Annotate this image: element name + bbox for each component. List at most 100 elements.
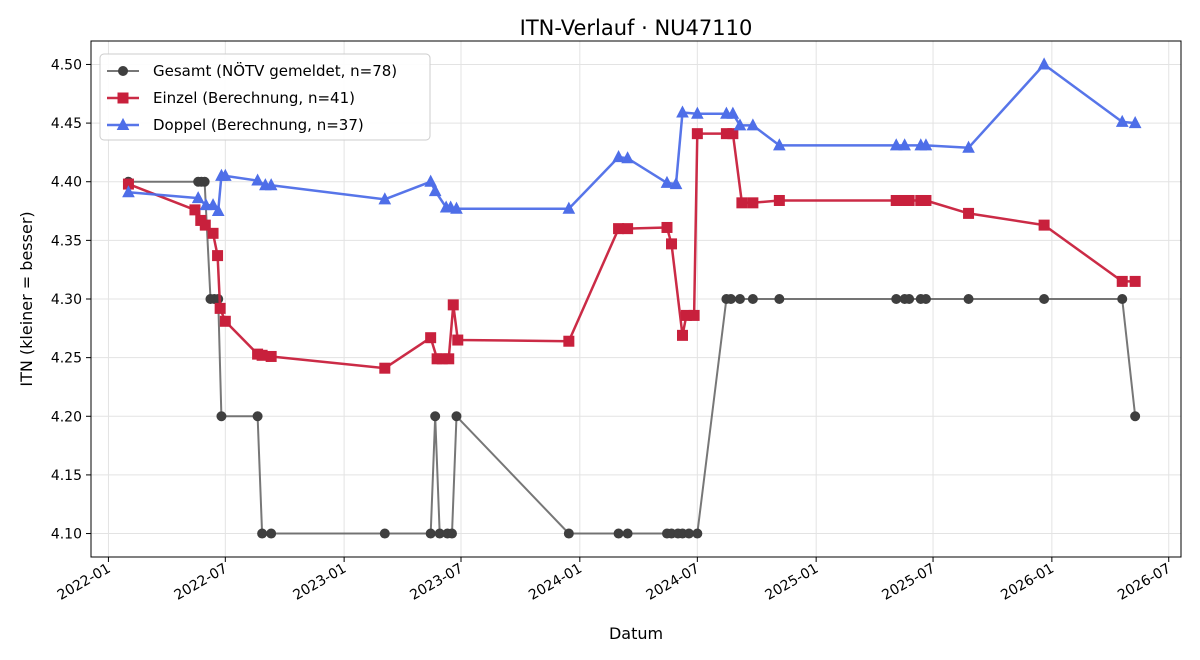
data-point [428,184,442,197]
legend-item: Gesamt (NÖTV gemeldet, n=78) [107,61,397,80]
legend-box [99,53,431,141]
data-point [613,528,624,539]
legend-marker [118,66,128,76]
data-point [252,411,263,422]
data-point [218,168,232,181]
data-point [889,138,903,151]
data-point [452,334,464,346]
data-point [920,294,931,304]
y-tick-label: 4.10 [51,527,82,543]
data-point [219,315,231,327]
data-point [256,349,268,361]
data-point [212,250,224,262]
data-point [891,294,902,304]
data-point [425,332,437,344]
y-axis: 4.10 4.15 4.20 4.25 4.30 4.35 4.40 4.45 4.50 [51,57,91,543]
data-point [379,528,390,539]
data-point [450,201,463,214]
data-point [1129,275,1141,287]
data-point [214,302,226,314]
y-tick-label: 4.25 [51,351,82,367]
data-point [734,294,745,304]
data-point [447,299,459,311]
data-point [251,173,264,186]
data-point [962,140,975,153]
data-point [621,151,634,164]
data-point [692,528,703,539]
y-tick-label: 4.30 [51,292,82,308]
data-point [919,138,933,151]
legend-label: Doppel (Berechnung, n=37) [153,116,364,134]
data-point [563,335,575,347]
data-point [736,197,748,209]
data-point [774,294,785,304]
data-point [425,528,436,539]
data-point [378,192,392,205]
data-point [1128,116,1142,129]
data-point [451,411,462,422]
y-tick-label: 4.15 [51,468,82,484]
data-point [963,207,975,219]
legend-label: Gesamt (NÖTV gemeldet, n=78) [153,61,397,80]
plot-area [122,57,1142,539]
y-tick-label: 4.35 [51,233,82,249]
data-point [257,528,268,539]
data-point [963,294,974,304]
data-point [265,350,277,362]
y-tick-label: 4.40 [51,175,82,191]
data-point [122,185,135,198]
data-point [191,191,205,204]
data-point [199,219,211,231]
data-point [747,197,759,209]
data-point [189,204,201,216]
data-point [691,106,704,119]
y-tick-label: 4.50 [51,57,82,73]
data-point [683,528,694,539]
data-point [424,174,437,187]
data-point [669,176,683,190]
data-point [562,201,576,214]
data-point [1116,275,1128,287]
data-point [898,138,911,151]
data-point [613,223,625,235]
data-point [773,194,785,206]
data-point [1115,114,1129,127]
data-point [727,128,739,140]
legend-marker [116,117,130,130]
legend-item: Einzel (Berechnung, n=41) [107,89,355,107]
data-point [676,329,688,341]
data-point [733,118,747,131]
legend: Gesamt (NÖTV gemeldet, n=78) Einzel (Bere… [99,53,431,141]
data-point [661,221,673,233]
data-point [612,150,625,163]
data-point [691,128,703,140]
data-point [622,223,634,235]
data-point [1038,219,1050,231]
data-point [379,362,391,374]
data-point [666,238,678,250]
data-point [676,105,689,118]
data-point [1039,294,1050,304]
y-tick-label: 4.20 [51,409,82,425]
data-point [773,138,786,151]
data-point [726,106,740,119]
data-point [688,309,700,321]
data-point [904,294,915,304]
series-3 [122,57,1142,217]
chart-title: ITN-Verlauf · NU47110 [520,16,753,40]
data-point [213,294,224,304]
data-point [430,411,441,422]
y-tick-label: 4.45 [51,116,82,132]
data-point [206,198,220,211]
data-point [1037,57,1051,70]
legend-item: Doppel (Berechnung, n=37) [107,116,364,134]
data-point [199,176,210,187]
data-point [746,118,760,131]
data-point [1130,411,1141,422]
data-point [266,528,277,539]
data-point [903,194,915,206]
legend-marker [117,92,129,104]
data-point [725,294,736,304]
data-point [747,294,758,304]
